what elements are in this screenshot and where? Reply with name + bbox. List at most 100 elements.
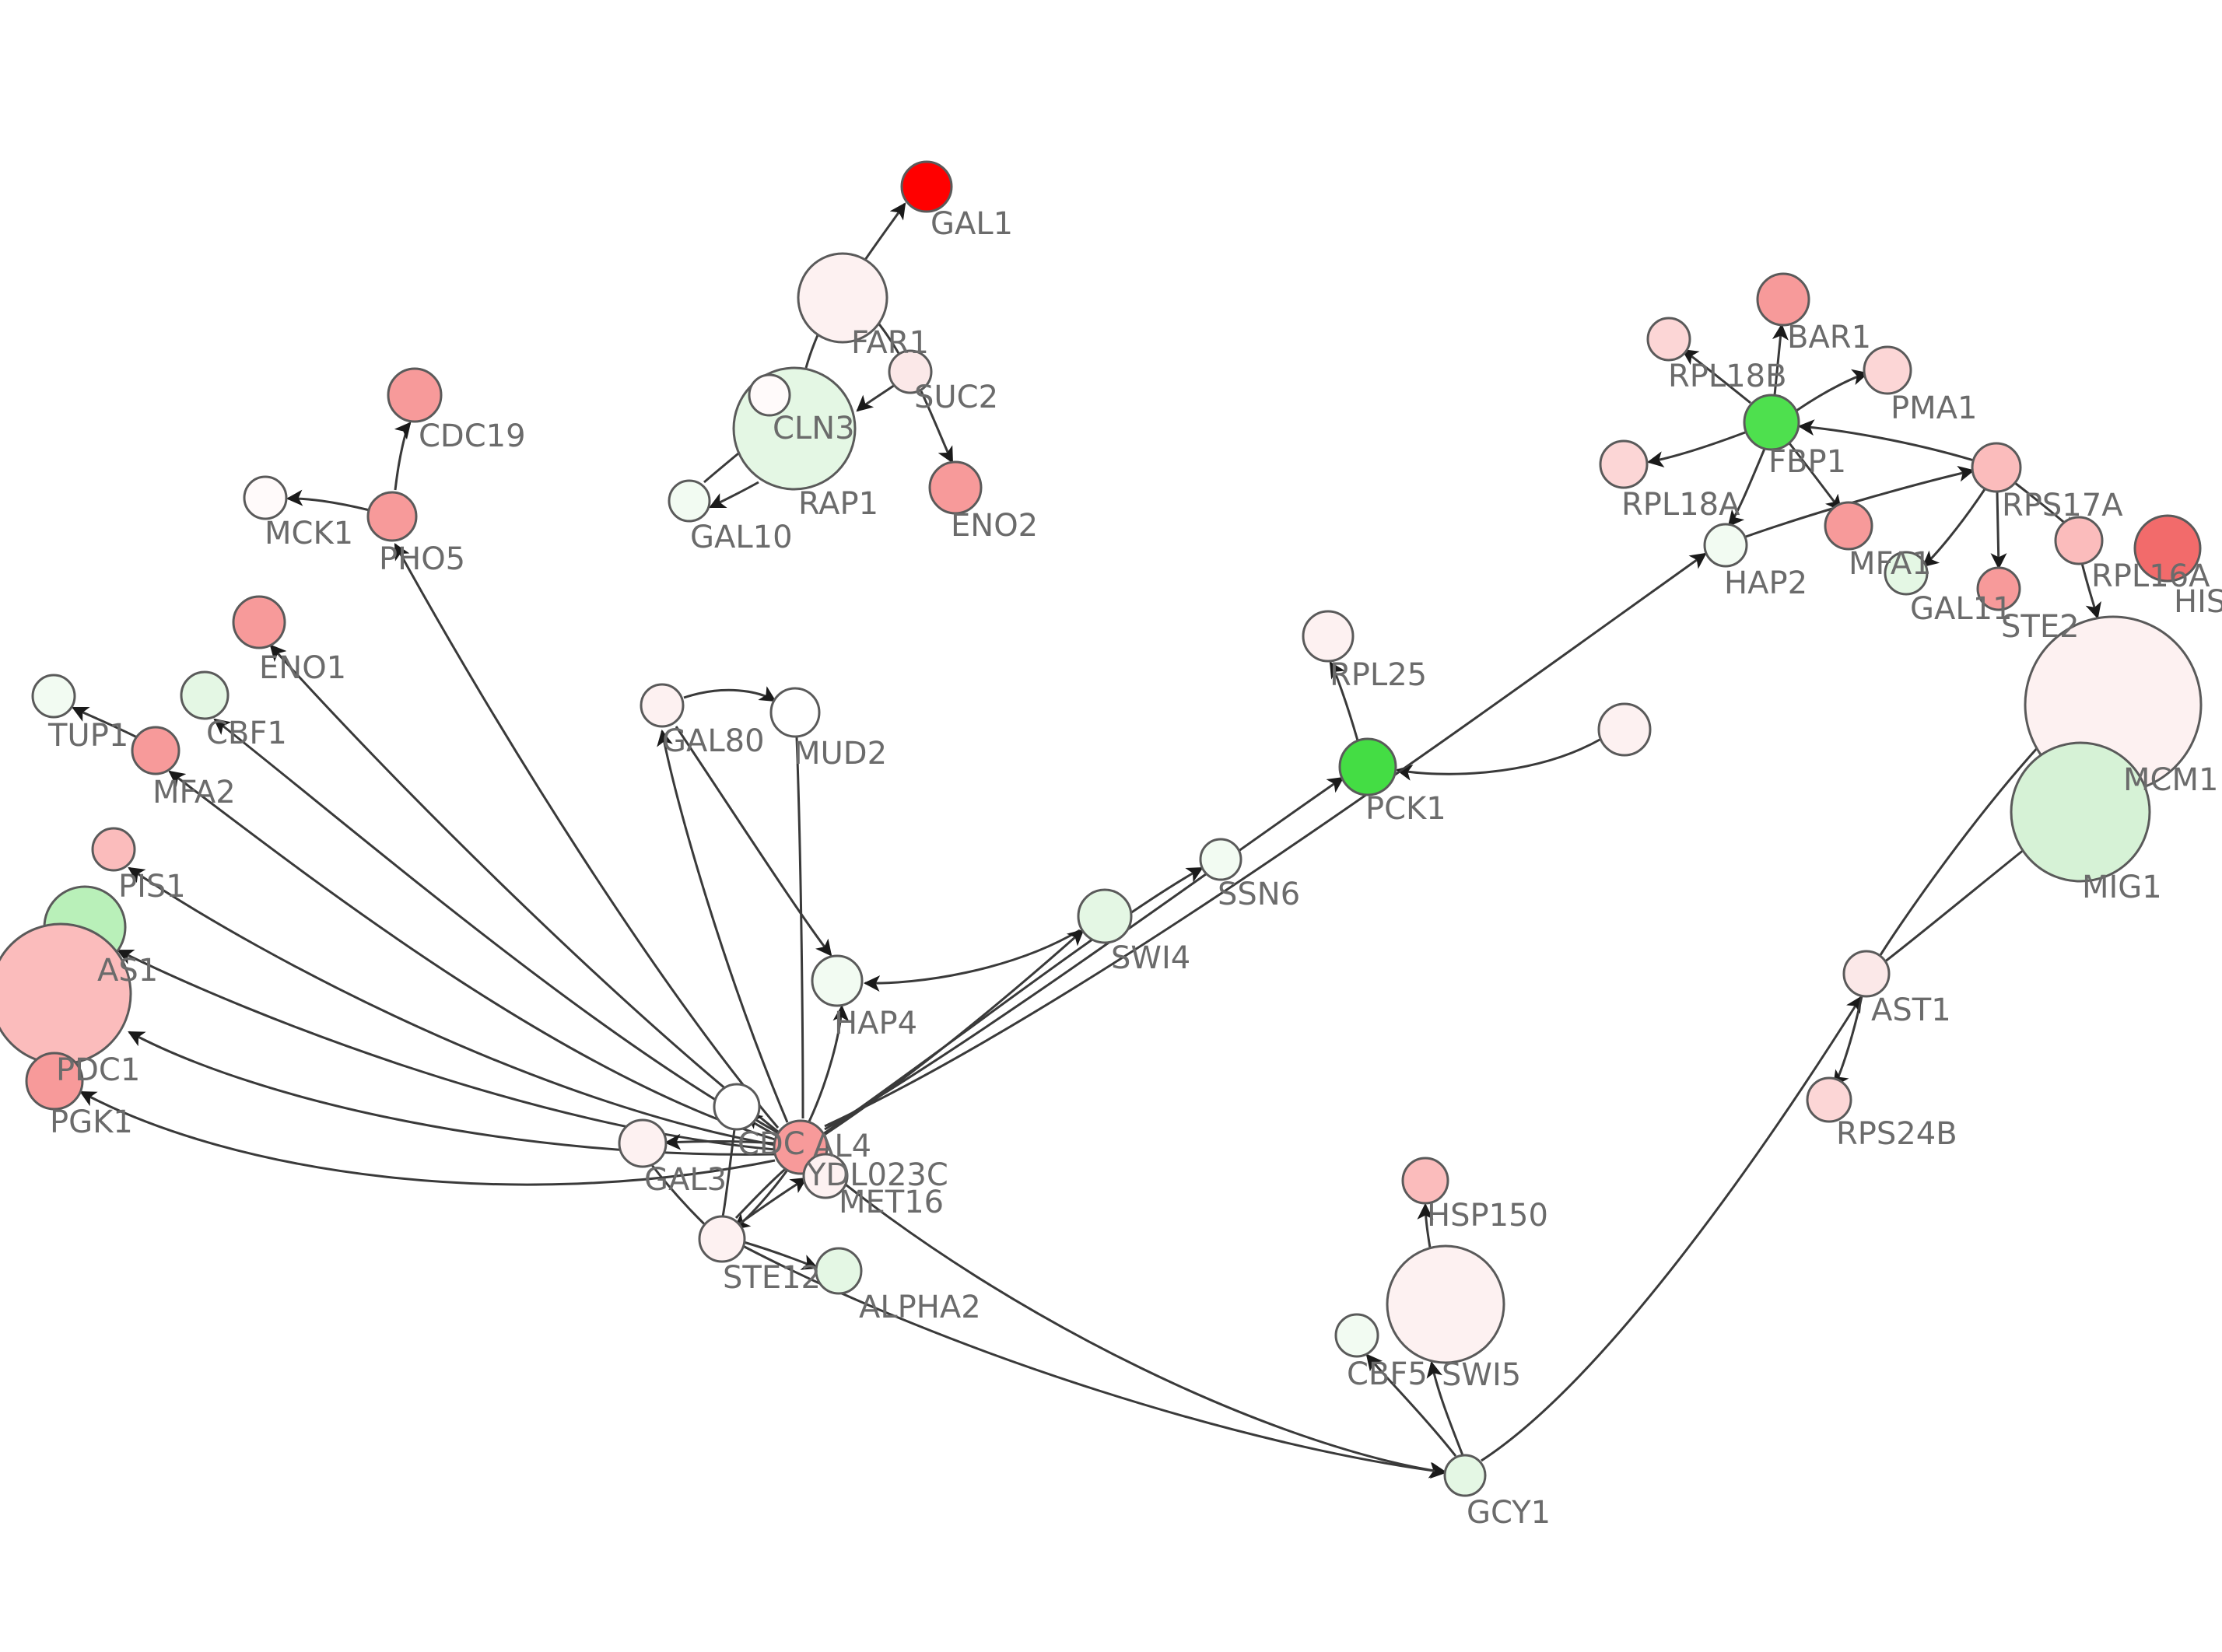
gene-node-gcy1[interactable]	[1443, 1454, 1487, 1497]
gene-node-cbf5[interactable]	[1334, 1313, 1379, 1358]
gene-node-mfa2[interactable]	[131, 726, 180, 775]
edge-suc2-to-eno2[interactable]	[920, 390, 954, 464]
edge-gcy1-to-ast1[interactable]	[1481, 996, 1863, 1462]
edge-gal4-to-eno1[interactable]	[269, 644, 779, 1133]
edge-gal4-to-gcy1[interactable]	[821, 1164, 1446, 1479]
gene-node-rpl18b[interactable]	[1646, 317, 1691, 362]
edge-mig1-to-ast1[interactable]	[1880, 848, 2025, 966]
gene-node-swi4[interactable]	[1077, 888, 1133, 944]
edge-rps17a-to-gal11[interactable]	[1922, 488, 1986, 568]
gene-label-gal4: AL4	[813, 1129, 871, 1164]
edge-cdc-to-ste12[interactable]	[721, 1129, 736, 1217]
edge-gal4-to-pdc1[interactable]	[128, 1031, 776, 1156]
edge-gal4-to-pho5[interactable]	[394, 543, 780, 1129]
edge-ste12-to-alpha2[interactable]	[743, 1241, 818, 1270]
gene-node-rpl18a[interactable]	[1599, 439, 1649, 489]
gene-node-bar1[interactable]	[1756, 272, 1810, 327]
edge-gal4-to-gas1[interactable]	[117, 949, 776, 1151]
gene-label-pis1: PIS1	[118, 869, 186, 905]
gene-node-ssn6[interactable]	[1199, 838, 1242, 881]
edge-mfa2-to-tup1[interactable]	[72, 706, 138, 739]
gene-node-rpl25[interactable]	[1302, 610, 1355, 663]
edge-gal4-to-hap2[interactable]	[824, 552, 1707, 1128]
gene-node-far1[interactable]	[797, 252, 888, 344]
edge-pck1-to-rpl25[interactable]	[1329, 661, 1359, 741]
edge-cln3-to-gal10[interactable]	[709, 481, 759, 509]
gene-node-mck1[interactable]	[243, 475, 288, 520]
gene-node-alpha2[interactable]	[815, 1247, 863, 1295]
gene-node-hap2[interactable]	[1703, 523, 1748, 568]
gene-node-his4[interactable]	[2133, 514, 2202, 583]
gene-node-cdc[interactable]	[713, 1083, 761, 1131]
gene-node-gal80[interactable]	[640, 683, 685, 728]
edge-mud2-to-gal4[interactable]	[795, 737, 804, 1119]
edge-gal4-to-mfa2[interactable]	[168, 770, 776, 1141]
gene-node-mud2[interactable]	[769, 687, 821, 738]
edge-gal4-to-gal3[interactable]	[664, 1133, 776, 1150]
edge-fbp1-to-rpl18b[interactable]	[1681, 348, 1751, 404]
gene-node-ste2[interactable]	[1976, 566, 2021, 611]
edge-hap2-to-rps17a[interactable]	[1745, 465, 1975, 538]
edge-gal4-to-cbf1[interactable]	[213, 718, 777, 1137]
gene-node-pis1[interactable]	[91, 827, 136, 872]
edge-hub_a-to-pck1[interactable]	[1395, 737, 1602, 781]
edge-suc2-to-cln3[interactable]	[856, 383, 895, 412]
gene-node-ste12[interactable]	[698, 1215, 746, 1263]
edge-gal4-to-hap4[interactable]	[808, 1004, 850, 1122]
gene-node-hub_a[interactable]	[1597, 702, 1652, 757]
edge-gal4-to-ssn6[interactable]	[822, 866, 1204, 1136]
edge-gal80-to-hap4[interactable]	[675, 726, 832, 957]
gene-node-gal1[interactable]	[900, 160, 953, 213]
gene-node-pgk1[interactable]	[25, 1052, 84, 1111]
gene-node-cdc19[interactable]	[387, 367, 443, 423]
gene-node-cln3_inner[interactable]	[748, 373, 791, 417]
edge-gal4-to-pgk1[interactable]	[79, 1090, 776, 1186]
edge-rps17a-to-fbp1[interactable]	[1797, 419, 1975, 462]
gene-node-hsp150[interactable]	[1401, 1157, 1449, 1205]
edge-fbp1-to-pma1[interactable]	[1796, 369, 1870, 412]
edge-gal80-to-mud2[interactable]	[683, 686, 776, 702]
gene-node-swi5[interactable]	[1386, 1244, 1505, 1364]
edge-pho5-to-cdc19[interactable]	[394, 422, 412, 491]
edge-ste12-to-ydl023c[interactable]	[737, 1177, 808, 1227]
gene-node-eno1[interactable]	[232, 595, 286, 649]
gene-node-gal11[interactable]	[1884, 551, 1929, 596]
gene-node-pma1[interactable]	[1863, 345, 1912, 395]
gene-node-hap4[interactable]	[811, 954, 864, 1007]
edge-pho5-to-mck1[interactable]	[286, 489, 370, 512]
gene-node-pho5[interactable]	[366, 491, 418, 542]
gene-node-gal10[interactable]	[668, 479, 711, 523]
gene-node-rps24b[interactable]	[1806, 1076, 1852, 1123]
edge-gal4-to-pck1[interactable]	[824, 776, 1344, 1131]
gene-node-pdc1[interactable]	[0, 922, 132, 1066]
edge-rpl16a-to-mcm1[interactable]	[2080, 562, 2101, 620]
gene-node-pck1[interactable]	[1338, 737, 1397, 796]
edge-gal4-to-pis1[interactable]	[128, 866, 776, 1146]
gene-node-ast1[interactable]	[1842, 950, 1891, 998]
edge-rps17a-to-ste2[interactable]	[1990, 491, 2007, 570]
gene-node-fbp1[interactable]	[1743, 394, 1800, 451]
edge-gcy1-to-cbf5[interactable]	[1365, 1353, 1457, 1457]
edge-mcm1-to-ast1[interactable]	[1875, 745, 2040, 962]
edge-swi5-to-hsp150[interactable]	[1417, 1202, 1434, 1248]
edge-swi4-to-hap4[interactable]	[863, 929, 1081, 992]
gene-node-suc2[interactable]	[888, 349, 933, 394]
gene-node-mfa1[interactable]	[1824, 501, 1873, 551]
gene-node-ydl023c[interactable]	[802, 1153, 849, 1199]
edge-gal4-to-ste12[interactable]	[733, 1168, 790, 1230]
edge-fbp1-to-bar1[interactable]	[1772, 323, 1789, 396]
edge-gal4-to-gal80[interactable]	[657, 729, 789, 1123]
edge-gcy1-to-swi5[interactable]	[1426, 1360, 1464, 1456]
edge-fbp1-to-hap2[interactable]	[1727, 448, 1766, 527]
gene-node-tup1[interactable]	[31, 674, 76, 719]
edge-far1-to-gal1[interactable]	[864, 202, 906, 261]
gene-node-rps17a[interactable]	[1971, 442, 2022, 493]
gene-label-suc2: SUC2	[914, 380, 998, 415]
gene-node-mig1[interactable]	[2010, 741, 2151, 883]
gene-node-cbf1[interactable]	[180, 670, 230, 720]
edge-ast1-to-rps24b[interactable]	[1832, 996, 1863, 1087]
gene-node-eno2[interactable]	[928, 460, 983, 515]
edge-fbp1-to-rpl18a[interactable]	[1646, 431, 1746, 467]
gene-node-rpl16a[interactable]	[2054, 516, 2104, 565]
gene-node-gal3[interactable]	[618, 1118, 668, 1168]
